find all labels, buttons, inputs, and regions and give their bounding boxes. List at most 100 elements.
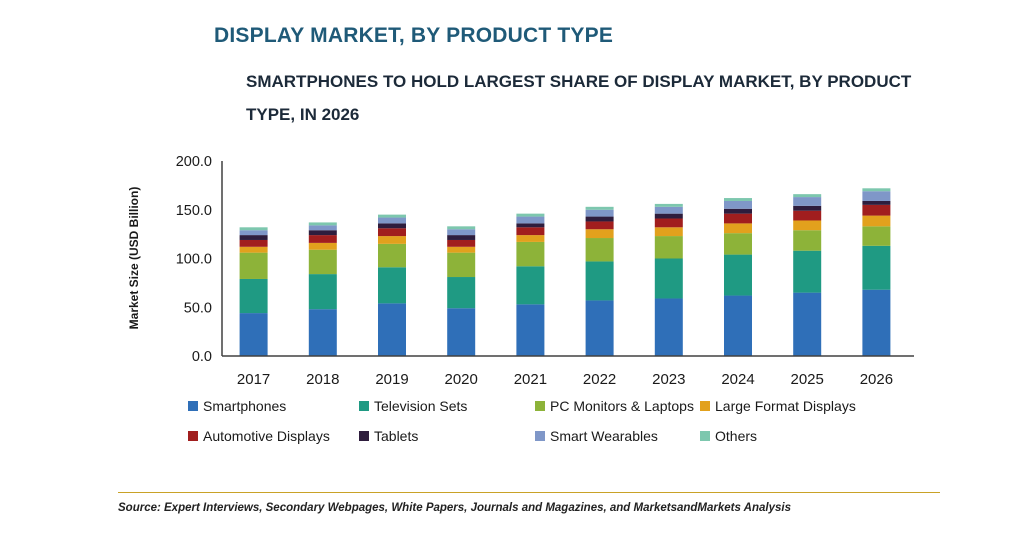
bar-segment-large-format-displays — [308, 242, 337, 250]
bar-segment-smart-wearables — [516, 216, 545, 224]
bar-segment-smartphones — [378, 303, 406, 356]
bar-segment-pc-monitors-laptops — [378, 243, 406, 268]
legend-swatch-smart-wearables — [535, 431, 545, 441]
bar-segment-smart-wearables — [447, 229, 476, 236]
x-tick-label: 2026 — [860, 371, 893, 388]
bar-segment-pc-monitors-laptops — [724, 233, 752, 255]
bar-segment-smartphones — [862, 289, 891, 356]
stacked-bar-chart: Market Size (USD Billion) 0.0 50.0 100.0 15… — [127, 154, 914, 444]
bar-segment-automotive-displays — [862, 204, 891, 216]
bar-segment-television-sets — [516, 266, 545, 305]
bar-segment-automotive-displays — [724, 213, 752, 224]
x-tick-label: 2020 — [445, 371, 478, 388]
legend-swatch-television-sets — [359, 401, 369, 411]
bar-segment-television-sets — [447, 277, 476, 309]
bar-segment-automotive-displays — [447, 239, 476, 247]
bar-segment-large-format-displays — [585, 229, 614, 239]
y-axis-label: Market Size (USD Billion) — [127, 187, 141, 330]
bar-segment-large-format-displays — [516, 235, 545, 242]
bar-segment-others — [239, 227, 268, 231]
bar-segment-large-format-displays — [239, 246, 268, 253]
legend-label-smart-wearables: Smart Wearables — [550, 428, 658, 444]
bar-segment-pc-monitors-laptops — [862, 226, 891, 246]
chart-title: DISPLAY MARKET, BY PRODUCT TYPE — [214, 24, 614, 47]
bar-segment-smartphones — [654, 298, 683, 356]
y-tick-label: 0.0 — [192, 349, 212, 365]
y-axis-ticks: 0.0 50.0 100.0 150.0 200.0 — [176, 154, 212, 365]
bar-segment-television-sets — [724, 254, 752, 296]
y-tick-label: 200.0 — [176, 154, 212, 170]
legend-swatch-large-format-displays — [700, 401, 710, 411]
bar-segment-large-format-displays — [447, 246, 476, 253]
bar-segment-smartphones — [793, 292, 822, 356]
bar-segment-smart-wearables — [308, 225, 337, 231]
bar-segment-tablets — [793, 205, 822, 211]
bar-segment-smart-wearables — [862, 191, 891, 201]
bar-segment-smartphones — [516, 304, 545, 356]
bar-segment-automotive-displays — [793, 210, 822, 221]
bar-segment-others — [378, 214, 406, 218]
bar-segment-others — [516, 213, 545, 217]
bar-segment-tablets — [654, 213, 683, 219]
bar-segment-large-format-displays — [793, 220, 822, 231]
bar-segment-automotive-displays — [516, 227, 545, 236]
bar-segment-automotive-displays — [378, 228, 406, 237]
bar-segment-pc-monitors-laptops — [308, 249, 337, 275]
bar-segment-large-format-displays — [654, 227, 683, 237]
bar-segment-automotive-displays — [654, 218, 683, 228]
bar-segment-others — [793, 194, 822, 198]
chart-subtitle: SMARTPHONES TO HOLD LARGEST SHARE OF DIS… — [246, 72, 912, 124]
legend-label-tablets: Tablets — [374, 428, 418, 444]
bar-segment-television-sets — [378, 267, 406, 304]
legend: Smartphones Television Sets PC Monitors & … — [188, 398, 856, 444]
bar-segment-smartphones — [239, 313, 268, 356]
x-tick-label: 2024 — [721, 371, 754, 388]
bar-segment-smart-wearables — [585, 209, 614, 217]
x-tick-label: 2017 — [237, 371, 270, 388]
bar-segment-tablets — [378, 223, 406, 229]
x-tick-label: 2022 — [583, 371, 616, 388]
bar-segment-automotive-displays — [239, 239, 268, 247]
y-tick-label: 50.0 — [184, 300, 212, 316]
bar-segment-tablets — [724, 208, 752, 214]
bar-segment-pc-monitors-laptops — [239, 252, 268, 279]
bar-segment-television-sets — [585, 261, 614, 301]
bar-segment-smartphones — [447, 308, 476, 356]
bar-segment-tablets — [516, 223, 545, 228]
x-tick-label: 2019 — [375, 371, 408, 388]
bar-segment-tablets — [447, 235, 476, 240]
bar-segment-large-format-displays — [724, 223, 752, 234]
bar-segment-smartphones — [308, 309, 337, 356]
y-tick-label: 150.0 — [176, 203, 212, 219]
bar-segment-smart-wearables — [378, 217, 406, 224]
bar-segment-others — [447, 226, 476, 230]
x-axis-labels: 2017 2018 2019 2020 2021 2022 2023 2024 2025 2026 — [237, 371, 893, 388]
bar-segment-tablets — [239, 235, 268, 240]
bar-segment-pc-monitors-laptops — [585, 238, 614, 262]
x-tick-label: 2023 — [652, 371, 685, 388]
legend-label-large-format-displays: Large Format Displays — [715, 398, 856, 414]
bar-segment-television-sets — [793, 250, 822, 293]
bar-segment-large-format-displays — [862, 215, 891, 227]
bar-segment-pc-monitors-laptops — [447, 252, 476, 278]
bar-segment-tablets — [862, 200, 891, 205]
legend-swatch-others — [700, 431, 710, 441]
bar-segment-pc-monitors-laptops — [516, 241, 545, 267]
bars-group — [239, 188, 891, 356]
source-divider — [118, 492, 940, 493]
bar-segment-others — [308, 222, 337, 226]
bar-segment-smartphones — [724, 295, 752, 356]
bar-segment-others — [654, 203, 683, 207]
x-tick-label: 2025 — [791, 371, 824, 388]
bar-segment-television-sets — [239, 278, 268, 314]
legend-swatch-pc-monitors-laptops — [535, 401, 545, 411]
bar-segment-others — [585, 206, 614, 210]
legend-swatch-automotive-displays — [188, 431, 198, 441]
legend-label-pc-monitors-laptops: PC Monitors & Laptops — [550, 398, 694, 414]
bar-segment-smart-wearables — [239, 230, 268, 236]
bar-segment-smart-wearables — [724, 200, 752, 209]
bar-segment-smartphones — [585, 300, 614, 356]
legend-swatch-tablets — [359, 431, 369, 441]
legend-label-television-sets: Television Sets — [374, 398, 467, 414]
bar-segment-television-sets — [862, 245, 891, 290]
